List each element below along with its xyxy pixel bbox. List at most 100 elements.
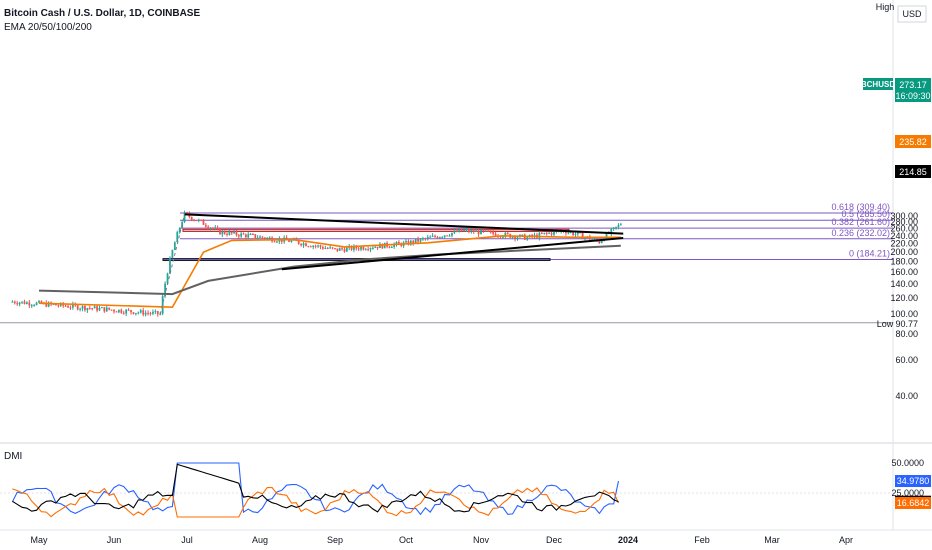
dmi-tick: 50.0000 — [891, 458, 924, 468]
candle-body — [273, 241, 276, 243]
candle-body — [600, 240, 603, 243]
candle-body — [33, 305, 36, 307]
candle-body — [319, 245, 322, 248]
candle-body — [598, 240, 601, 243]
candle-body — [103, 307, 106, 312]
candle-body — [263, 237, 266, 239]
candle-body — [156, 311, 159, 315]
price-tick: 180.00 — [890, 257, 918, 267]
trendline-upper — [184, 213, 624, 235]
time-tick: Apr — [839, 535, 853, 545]
fib-label: 0.382 (261.60) — [831, 217, 890, 227]
candle-body — [407, 241, 410, 245]
candle-body — [591, 239, 594, 241]
fib-label: 0.618 (309.40) — [831, 202, 890, 212]
trendline-lower — [281, 237, 624, 271]
candle-body — [152, 311, 154, 314]
candle-body — [190, 216, 193, 220]
candle-body — [336, 248, 339, 251]
candle-body — [364, 249, 367, 251]
candle-body — [572, 231, 574, 235]
currency-box — [897, 5, 927, 23]
dmi-plus-line — [11, 462, 620, 516]
candle-body — [369, 248, 372, 250]
candle-body — [458, 229, 461, 232]
candle-body — [376, 246, 379, 249]
candle-body — [149, 313, 152, 315]
candle-body — [69, 307, 72, 309]
price-tick: 120.00 — [890, 293, 918, 303]
candle-body — [115, 311, 118, 313]
dmi-badge-bg — [895, 475, 931, 488]
candle-body — [357, 248, 360, 250]
candle-body — [176, 232, 179, 243]
candle-body — [290, 240, 293, 242]
candle-body — [465, 229, 468, 231]
candle-body — [429, 236, 432, 238]
candle-body — [219, 228, 221, 235]
candle-body — [110, 309, 113, 311]
candle-body — [154, 311, 157, 313]
candle-body — [305, 243, 307, 247]
candle-body — [548, 232, 551, 234]
candle-body — [543, 232, 546, 234]
price-tick: 140.00 — [890, 279, 918, 289]
ema-line — [38, 244, 621, 296]
candle-body — [424, 238, 427, 240]
candle-body — [460, 229, 463, 231]
candle-body — [487, 230, 490, 232]
candle-body — [540, 232, 543, 234]
candle-body — [463, 229, 465, 231]
candle-body — [553, 231, 555, 235]
candle-body — [228, 231, 231, 235]
candle-body — [324, 248, 327, 250]
price-tick: 60.00 — [895, 355, 918, 365]
candle-body — [367, 249, 370, 251]
candle-body — [317, 245, 319, 247]
candle-body — [307, 246, 310, 248]
candle-body — [139, 310, 142, 313]
candle-body — [204, 224, 207, 227]
candle-body — [23, 301, 26, 304]
time-tick: 2024 — [618, 535, 638, 545]
ticker-price-bg — [895, 78, 931, 102]
candle-body — [314, 245, 317, 247]
candle-body — [244, 234, 247, 238]
price-tick: 240.00 — [890, 231, 918, 241]
price-tick: 40.00 — [895, 391, 918, 401]
time-tick: Sep — [327, 535, 343, 545]
candle-body — [441, 236, 444, 238]
candle-body — [409, 240, 412, 245]
candle-body — [526, 237, 529, 240]
candle-body — [468, 229, 470, 232]
candle-body — [502, 236, 504, 238]
indicator-legend: EMA 20/50/100/200 — [4, 22, 92, 33]
candle-body — [514, 236, 516, 239]
candle-body — [212, 227, 214, 229]
candle-body — [130, 310, 132, 313]
candle-body — [88, 308, 91, 310]
chart-title: Bitcoin Cash / U.S. Dollar, 1D, COINBASE — [4, 8, 201, 19]
time-tick: Feb — [694, 535, 710, 545]
candle-body — [360, 247, 362, 250]
candle-body — [477, 230, 480, 235]
candle-body — [11, 301, 14, 303]
candle-body — [436, 236, 439, 239]
candle-body — [350, 246, 353, 250]
candle-body — [161, 296, 164, 314]
adx-line — [12, 463, 619, 513]
candle-body — [30, 305, 33, 307]
candle-body — [581, 232, 584, 239]
candle-body — [453, 230, 456, 233]
candle-body — [193, 219, 195, 221]
low-value: 90.77 — [895, 319, 918, 329]
candle-body — [455, 230, 458, 232]
candle-body — [605, 232, 608, 240]
candle-body — [371, 247, 374, 249]
candle-body — [79, 308, 82, 310]
candle-body — [55, 304, 57, 306]
candle-body — [21, 301, 23, 303]
candle-body — [322, 247, 324, 249]
